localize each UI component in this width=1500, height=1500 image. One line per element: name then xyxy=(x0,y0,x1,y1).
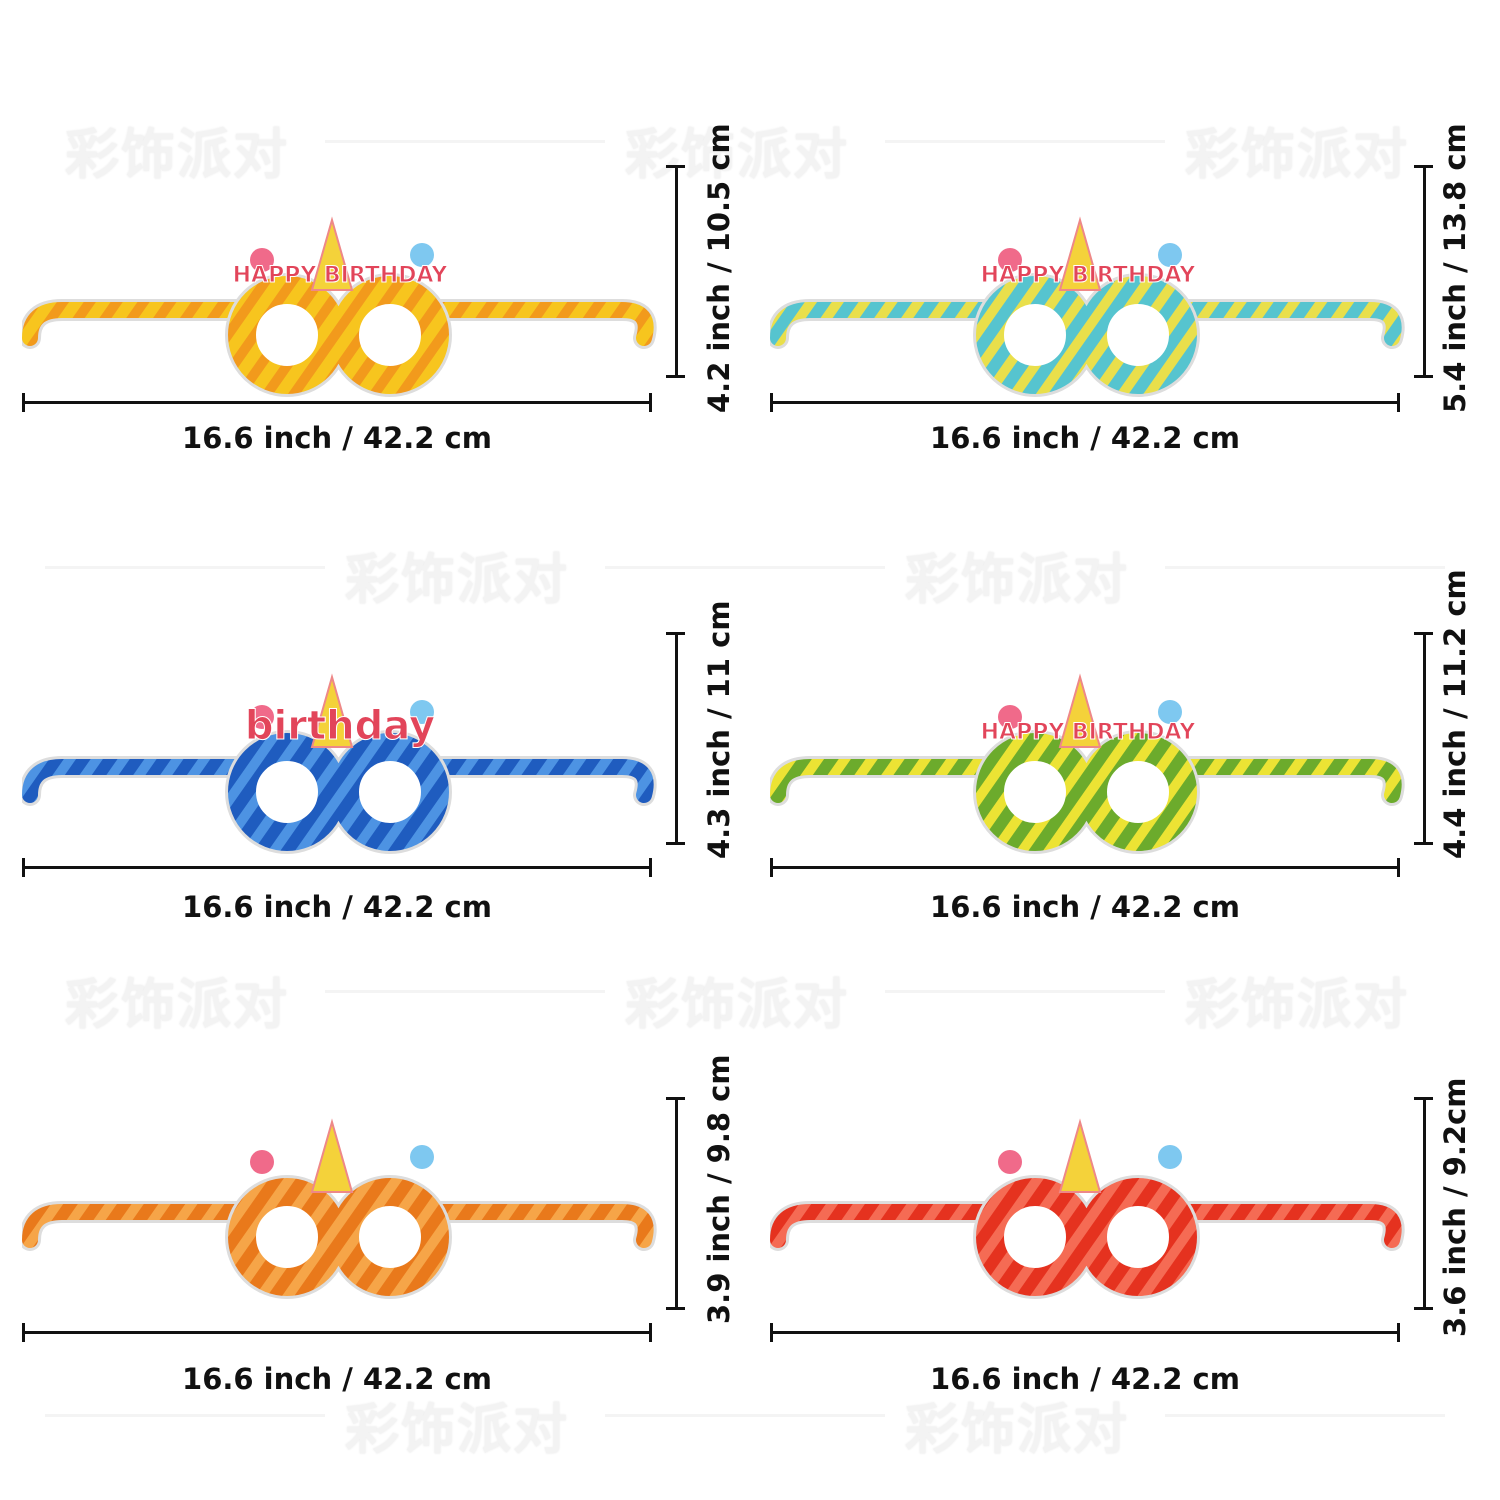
glasses-panel: 16.6 inch / 42.2 cm 3.9 inch / 9.8 cm xyxy=(22,1054,736,1500)
width-label: 16.6 inch / 42.2 cm xyxy=(182,1362,492,1396)
watermark: 彩饰派对 xyxy=(65,123,289,186)
width-label: 16.6 inch / 42.2 cm xyxy=(930,890,1240,924)
height-label: 5.4 inch / 13.8 cm xyxy=(1438,123,1472,413)
party-glasses-image xyxy=(22,1118,657,1299)
glasses-panel: 16.6 inch / 42.2 cm 3.6 inch / 9.2cm xyxy=(770,1078,1472,1500)
width-label: 16.6 inch / 42.2 cm xyxy=(930,421,1240,455)
watermark: 彩饰派对 xyxy=(1185,973,1409,1036)
watermark-line xyxy=(325,140,605,143)
watermark: 彩饰派对 xyxy=(905,548,1129,611)
height-label: 4.3 inch / 11 cm xyxy=(702,600,736,859)
decoration-text: HAPPY BIRTHDAY xyxy=(981,720,1197,745)
party-glasses-image: HAPPY BIRTHDAY xyxy=(22,216,657,397)
width-dimension-line xyxy=(22,1323,652,1342)
glasses-panel: HAPPY BIRTHDAY 16.6 inch / 42.2 cm 5.4 i… xyxy=(770,123,1472,620)
width-dimension-line xyxy=(770,393,1400,412)
watermark-line xyxy=(45,1414,325,1417)
glasses-panel: HAPPY BIRTHDAY 16.6 inch / 42.2 cm 4.2 i… xyxy=(22,123,736,620)
glasses-panel: HAPPY BIRTHDAY 16.6 inch / 42.2 cm 4.4 i… xyxy=(770,569,1472,1087)
watermark-line xyxy=(45,566,325,569)
watermark-line xyxy=(325,990,605,993)
watermark: 彩饰派对 xyxy=(625,123,849,186)
height-dimension-line xyxy=(666,165,685,378)
decoration-text: HAPPY BIRTHDAY xyxy=(981,263,1197,288)
watermark: 彩饰派对 xyxy=(345,548,569,611)
height-dimension-line xyxy=(666,1097,685,1310)
width-label: 16.6 inch / 42.2 cm xyxy=(182,421,492,455)
party-glasses-image: birthday xyxy=(22,673,657,854)
height-dimension-line xyxy=(1414,165,1433,378)
watermark: 彩饰派对 xyxy=(1185,123,1409,186)
width-label: 16.6 inch / 42.2 cm xyxy=(182,890,492,924)
watermark-line xyxy=(885,140,1165,143)
height-label: 4.2 inch / 10.5 cm xyxy=(702,123,736,413)
width-dimension-line xyxy=(770,1323,1400,1342)
height-label: 4.4 inch / 11.2 cm xyxy=(1438,569,1472,859)
party-glasses-image: HAPPY BIRTHDAY xyxy=(770,673,1405,854)
watermark: 彩饰派对 xyxy=(625,973,849,1036)
party-glasses-image xyxy=(770,1118,1405,1299)
watermark-line xyxy=(885,990,1165,993)
party-glasses-image: HAPPY BIRTHDAY xyxy=(770,216,1405,397)
height-label: 3.6 inch / 9.2cm xyxy=(1438,1077,1472,1337)
decoration-text: HAPPY BIRTHDAY xyxy=(233,263,449,288)
watermark-line xyxy=(1165,1414,1445,1417)
height-dimension-line xyxy=(1414,1097,1433,1310)
watermark: 彩饰派对 xyxy=(905,1398,1129,1461)
height-dimension-line xyxy=(1414,632,1433,845)
height-dimension-line xyxy=(666,632,685,845)
height-label: 3.9 inch / 9.8 cm xyxy=(702,1054,736,1324)
watermark: 彩饰派对 xyxy=(65,973,289,1036)
watermark: 彩饰派对 xyxy=(345,1398,569,1461)
watermark-line xyxy=(605,566,885,569)
watermark-line xyxy=(605,1414,885,1417)
width-label: 16.6 inch / 42.2 cm xyxy=(930,1362,1240,1396)
glasses-panel: birthday 16.6 inch / 42.2 cm 4.3 inch / … xyxy=(22,600,736,1087)
width-dimension-line xyxy=(22,858,652,877)
watermark-line xyxy=(1165,566,1445,569)
width-dimension-line xyxy=(22,393,652,412)
width-dimension-line xyxy=(770,858,1400,877)
decoration-text: birthday xyxy=(245,703,435,749)
